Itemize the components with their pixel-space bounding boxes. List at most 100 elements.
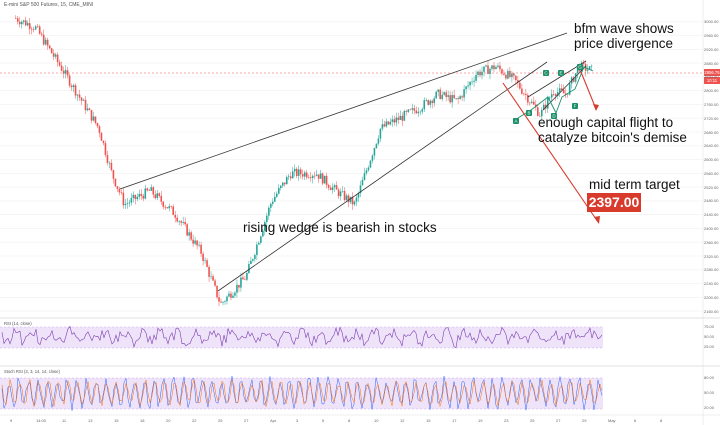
candle-body [22, 20, 25, 22]
candlestick-series [14, 15, 593, 307]
candle-body [56, 54, 59, 63]
time-axis-label: 8 [348, 418, 351, 423]
time-axis-label: 20 [166, 418, 171, 423]
wave-point-markers[interactable]: A B C D E F G [513, 64, 583, 124]
bfm-wave-path[interactable] [517, 66, 594, 119]
candle-body [264, 222, 266, 231]
candle-body [222, 301, 224, 303]
candle-body [405, 111, 408, 112]
mid-term-arrow [502, 82, 599, 223]
candle-body [206, 260, 208, 267]
candle-body [90, 110, 93, 121]
candle-body [299, 169, 302, 175]
candle-body [586, 69, 589, 71]
candle-body [335, 185, 338, 190]
bfm-wave-annotation[interactable]: bfm wave shows price divergence [574, 21, 674, 51]
candle-body [150, 187, 153, 191]
candle-body [507, 70, 509, 79]
candle-body [194, 240, 196, 244]
mid-term-annotation[interactable]: mid term target [589, 177, 680, 192]
rsi-axis-label: 50.00 [704, 334, 715, 339]
candle-body [397, 117, 400, 120]
mid-term-arrowhead [594, 216, 600, 224]
candle-body [254, 254, 256, 260]
candle-body [200, 244, 202, 254]
price-axis-label: 2760.00 [704, 101, 719, 107]
candle-body [146, 188, 149, 191]
rising-wedge[interactable] [119, 32, 568, 292]
candle-body [556, 92, 559, 96]
candle-body [279, 185, 282, 189]
candle-body [112, 170, 115, 179]
candle-body [238, 284, 240, 288]
candle-body [44, 39, 47, 45]
forecast-arrows[interactable] [502, 71, 600, 224]
time-axis-label: May [608, 418, 616, 423]
candle-body [16, 18, 19, 22]
candle-body [26, 23, 29, 26]
candle-body [445, 92, 447, 97]
candle-body [274, 196, 276, 202]
candle-body [552, 94, 555, 95]
wave-point-marker [543, 70, 549, 76]
candle-body [58, 62, 61, 66]
candle-body [421, 109, 424, 112]
candle-body [174, 214, 176, 218]
candle-body [74, 85, 77, 96]
rsi-indicator-label[interactable]: RSI (14, close) [4, 321, 32, 326]
candle-body [588, 66, 591, 70]
candle-body [333, 185, 336, 188]
candle-body [566, 94, 569, 96]
price-axis-label: 2920.00 [704, 46, 719, 52]
candle-body [48, 45, 51, 49]
candle-body [190, 232, 192, 240]
candle-body [385, 121, 388, 127]
candle-body [473, 80, 475, 82]
candle-body [130, 197, 133, 203]
candle-body [176, 217, 178, 222]
candle-body [98, 126, 101, 133]
candle-body [453, 95, 455, 99]
price-axis-label: 2720.00 [704, 115, 719, 121]
candle-body [18, 21, 21, 25]
time-axis-label: 27 [244, 418, 249, 423]
candle-body [232, 295, 234, 298]
candle-body [525, 93, 527, 96]
candle-body [262, 230, 264, 237]
price-axis-label: 2600.00 [704, 157, 719, 163]
wedge-annotation[interactable]: rising wedge is bearish in stocks [243, 220, 437, 235]
stoch-axis-label: 50.00 [704, 390, 715, 395]
capital-flight-annotation[interactable]: enough capital flight to catalyze bitcoi… [538, 115, 687, 145]
time-axis-label: 29 [582, 418, 587, 423]
candle-body [455, 98, 457, 99]
candle-body [343, 190, 346, 201]
candle-body [415, 110, 418, 114]
candle-body [54, 54, 57, 57]
candle-body [437, 89, 439, 92]
candle-body [489, 68, 491, 74]
price-axis-label: 2320.00 [704, 253, 719, 259]
target-price-badge[interactable]: 2397.00 [587, 193, 641, 212]
candle-body [523, 93, 525, 95]
candle-body [519, 82, 521, 89]
bfm-wave-channel[interactable] [527, 60, 587, 111]
candle-body [351, 196, 354, 205]
price-grid [0, 21, 703, 312]
candle-body [481, 71, 483, 76]
candle-body [268, 207, 270, 216]
candle-body [359, 185, 362, 194]
stoch-indicator-label[interactable]: Stoch RSI (3, 3, 14, 14, close) [4, 369, 60, 374]
price-axis-label: 2880.00 [704, 60, 719, 66]
candle-body [128, 202, 131, 204]
candle-body [293, 168, 296, 172]
candle-body [449, 95, 451, 103]
channel-lower-line [542, 65, 587, 111]
candle-body [499, 65, 501, 70]
candle-body [68, 75, 71, 86]
candle-body [122, 192, 125, 206]
candle-body [198, 244, 200, 246]
candle-body [558, 88, 561, 93]
candle-body [337, 189, 340, 197]
